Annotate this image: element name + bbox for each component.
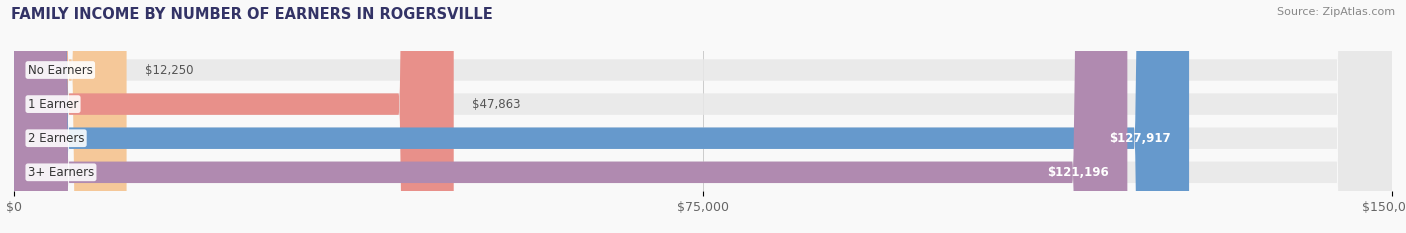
FancyBboxPatch shape: [14, 0, 1189, 233]
Text: $127,917: $127,917: [1109, 132, 1171, 145]
Text: $121,196: $121,196: [1047, 166, 1109, 179]
FancyBboxPatch shape: [14, 0, 454, 233]
FancyBboxPatch shape: [14, 0, 1392, 233]
Text: $47,863: $47,863: [472, 98, 520, 111]
Text: FAMILY INCOME BY NUMBER OF EARNERS IN ROGERSVILLE: FAMILY INCOME BY NUMBER OF EARNERS IN RO…: [11, 7, 494, 22]
Text: No Earners: No Earners: [28, 64, 93, 76]
FancyBboxPatch shape: [14, 0, 127, 233]
Text: 3+ Earners: 3+ Earners: [28, 166, 94, 179]
Text: 1 Earner: 1 Earner: [28, 98, 79, 111]
Text: Source: ZipAtlas.com: Source: ZipAtlas.com: [1277, 7, 1395, 17]
FancyBboxPatch shape: [14, 0, 1392, 233]
FancyBboxPatch shape: [14, 0, 1392, 233]
FancyBboxPatch shape: [14, 0, 1128, 233]
Text: $12,250: $12,250: [145, 64, 194, 76]
Text: 2 Earners: 2 Earners: [28, 132, 84, 145]
FancyBboxPatch shape: [14, 0, 1392, 233]
